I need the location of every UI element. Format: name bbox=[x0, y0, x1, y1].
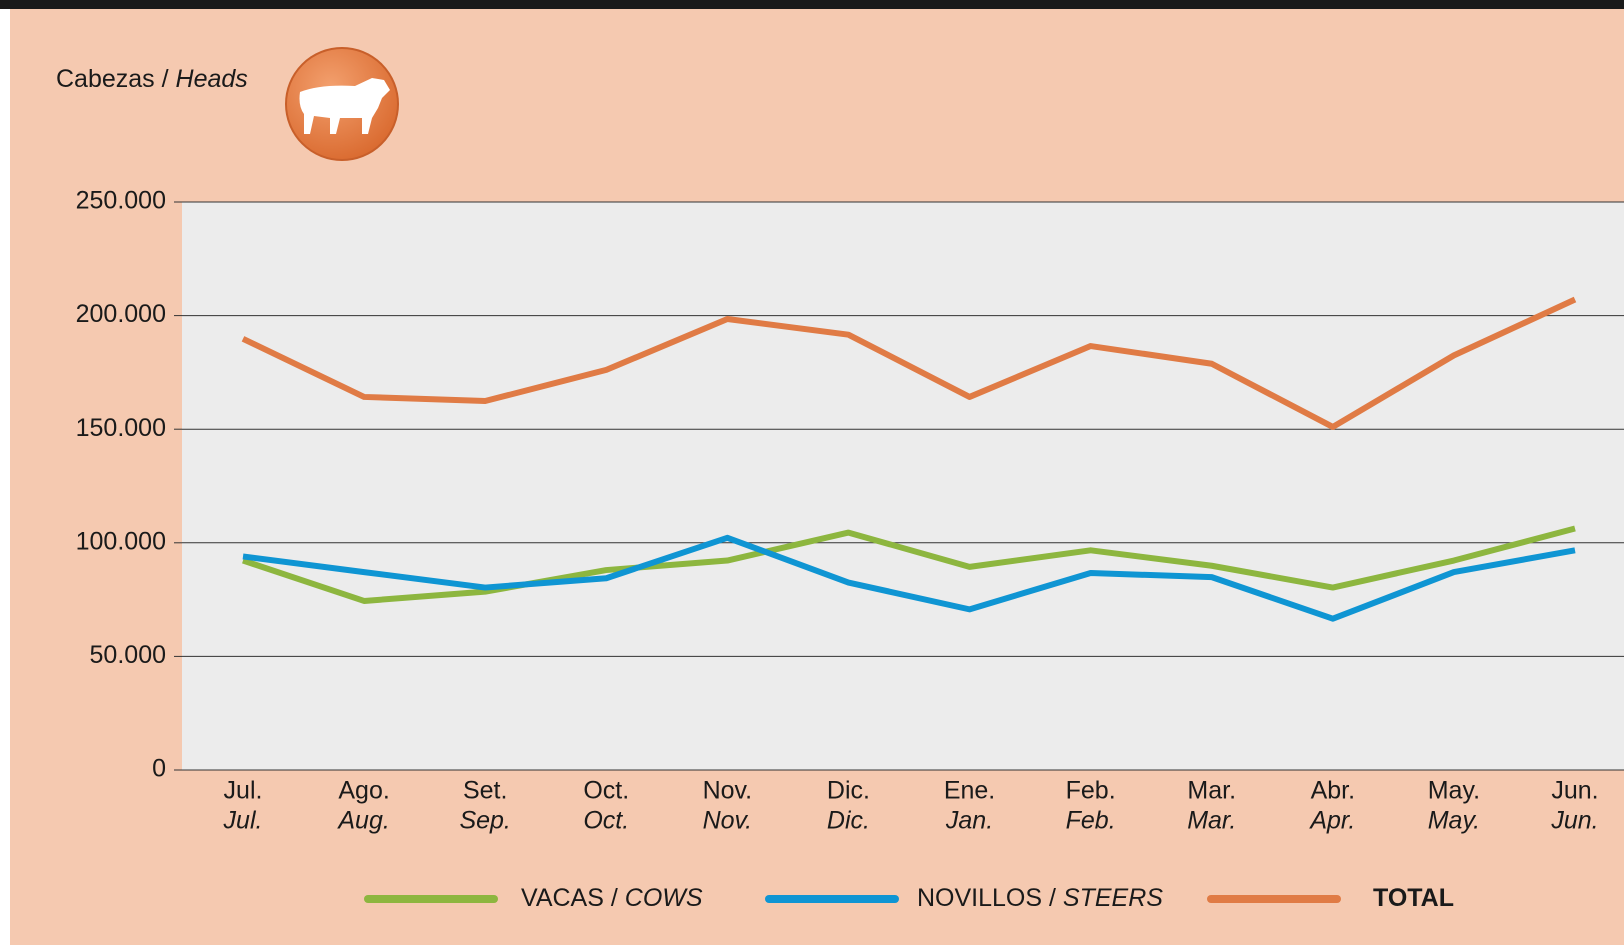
separator: / bbox=[162, 65, 169, 93]
x-tick-label: Set. bbox=[463, 777, 507, 805]
x-tick-label-en: Sep. bbox=[459, 807, 510, 835]
x-tick-label: Nov. bbox=[703, 777, 753, 805]
x-tick-label: Oct. bbox=[583, 777, 629, 805]
legend-name-en: STEERS bbox=[1063, 884, 1163, 912]
x-tick-label-en: Dic. bbox=[827, 807, 870, 835]
y-tick-label: 0 bbox=[152, 755, 166, 783]
x-tick-label-en: Apr. bbox=[1308, 807, 1355, 835]
y-label-es: Cabezas bbox=[56, 65, 155, 93]
series-line bbox=[241, 296, 1577, 430]
y-tick-label: 250.000 bbox=[76, 187, 166, 215]
x-tick-label-en: Oct. bbox=[583, 807, 629, 835]
plot-area bbox=[182, 202, 1624, 770]
series-line bbox=[242, 525, 1576, 604]
x-tick-label-en: Jan. bbox=[945, 807, 993, 835]
y-axis-label: Cabezas / Heads bbox=[56, 65, 248, 93]
x-tick-label-en: Jun. bbox=[1550, 807, 1598, 835]
series-line bbox=[242, 534, 1576, 622]
top-bar bbox=[0, 0, 1624, 9]
y-tick-label: 100.000 bbox=[76, 527, 166, 555]
x-tick-label: Feb. bbox=[1066, 777, 1116, 805]
cow-icon bbox=[285, 47, 399, 161]
x-tick-label: Jun. bbox=[1551, 777, 1598, 805]
legend-name-en: COWS bbox=[625, 884, 703, 912]
legend-name: VACAS bbox=[521, 884, 604, 912]
legend-name: NOVILLOS bbox=[917, 884, 1042, 912]
x-tick-label-en: Mar. bbox=[1187, 807, 1236, 835]
x-tick-label: Mar. bbox=[1187, 777, 1236, 805]
legend-name: TOTAL bbox=[1373, 884, 1454, 912]
y-tick-label: 150.000 bbox=[76, 414, 166, 442]
x-tick-label: Dic. bbox=[827, 777, 870, 805]
y-label-en: Heads bbox=[176, 65, 248, 93]
x-tick-label-en: Aug. bbox=[336, 807, 389, 835]
x-tick-label-en: May. bbox=[1428, 807, 1480, 835]
x-tick-label: Ene. bbox=[944, 777, 995, 805]
legend-label: TOTAL bbox=[1373, 884, 1454, 912]
x-tick-label: Ago. bbox=[338, 777, 389, 805]
x-tick-label: Jul. bbox=[224, 777, 263, 805]
x-tick-label-en: Feb. bbox=[1066, 807, 1116, 835]
y-tick-label: 50.000 bbox=[90, 641, 166, 669]
legend-separator: / bbox=[611, 884, 618, 912]
x-tick-label-en: Nov. bbox=[703, 807, 753, 835]
x-tick-label: Abr. bbox=[1311, 777, 1355, 805]
legend-label: VACAS / COWS bbox=[521, 884, 703, 912]
x-tick-label: May. bbox=[1428, 777, 1480, 805]
legend-label: NOVILLOS / STEERS bbox=[917, 884, 1163, 912]
x-tick-label-en: Jul. bbox=[223, 807, 263, 835]
y-tick-label: 200.000 bbox=[76, 300, 166, 328]
legend-separator: / bbox=[1049, 884, 1056, 912]
